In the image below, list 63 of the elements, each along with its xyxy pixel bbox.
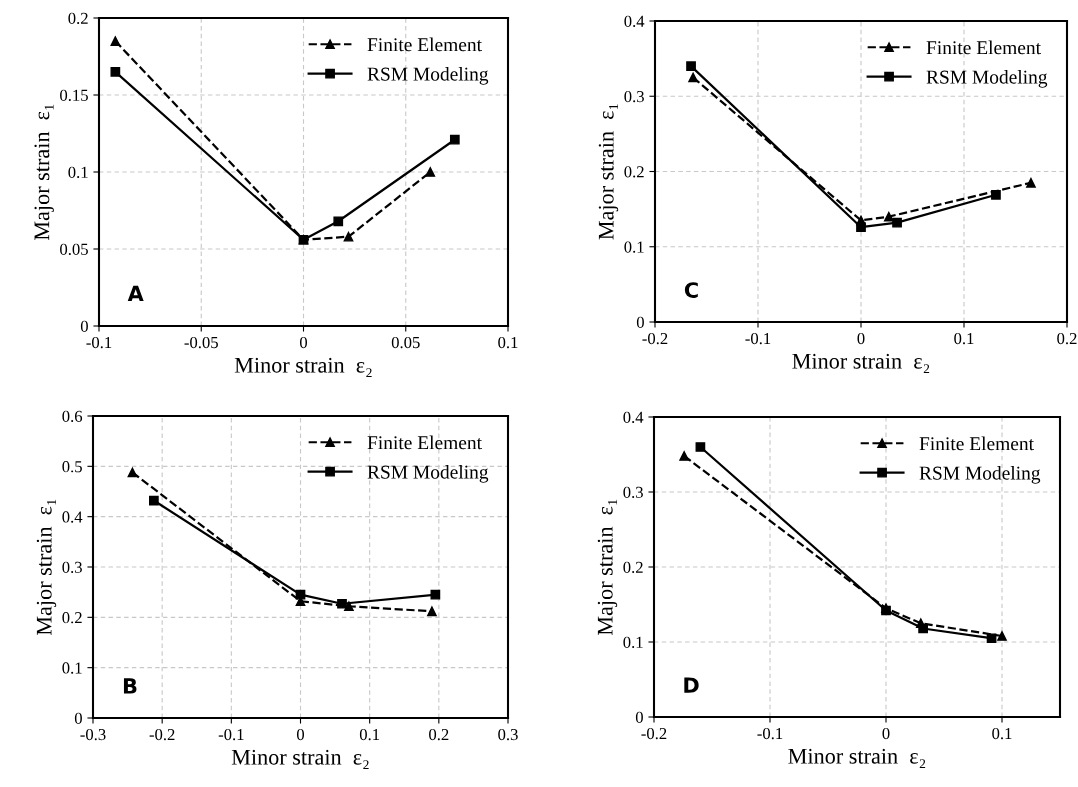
x-tick-label: -0.2 <box>641 727 667 740</box>
legend-label: Finite Element <box>919 436 1034 451</box>
y-tick-label: 0 <box>635 711 643 723</box>
legend-label: RSM Modeling <box>919 465 1041 484</box>
x-tick-label: 0.2 <box>429 728 449 741</box>
y-tick-label: 0.3 <box>623 486 643 499</box>
x-tick-label: 0.3 <box>498 728 518 741</box>
y-tick-label: 0 <box>636 316 644 328</box>
y-tick-label: 0.6 <box>62 410 83 423</box>
y-tick-label: 0.2 <box>624 166 644 178</box>
y-tick-label: 0.2 <box>62 612 82 624</box>
y-axis-title: Major strain ε₁ <box>597 499 618 636</box>
y-tick-label: 0.1 <box>623 636 643 649</box>
legend-label: RSM Modeling <box>926 69 1048 88</box>
x-tick-label: -0.05 <box>184 336 218 349</box>
x-tick-label: -0.1 <box>218 728 244 741</box>
y-tick-label: 0.3 <box>62 561 82 574</box>
y-axis-title: Major strain ε₁ <box>598 104 619 240</box>
x-tick-label: 0.2 <box>1057 332 1077 345</box>
annotation: A <box>127 285 144 301</box>
x-axis-title: Minor strain ε₂ <box>231 749 369 770</box>
annotation: C <box>684 282 698 298</box>
y-tick-label: 0.2 <box>68 12 88 25</box>
x-tick-label: -0.1 <box>757 727 783 740</box>
annotation: B <box>123 678 137 694</box>
x-tick-label: 0 <box>296 728 305 741</box>
y-tick-label: 0.15 <box>60 89 88 102</box>
y-tick-label: 0.05 <box>60 243 88 256</box>
x-tick-label: 0 <box>882 727 890 740</box>
y-tick-label: 0 <box>80 320 88 332</box>
x-tick-label: 0.1 <box>359 728 380 741</box>
x-tick-label: 0.1 <box>954 332 974 345</box>
y-tick-label: 0.3 <box>624 90 644 103</box>
x-tick-label: -0.2 <box>642 332 668 345</box>
x-tick-label: 0.05 <box>391 336 420 349</box>
legend-label: RSM Modeling <box>367 66 489 85</box>
x-tick-label: -0.1 <box>745 332 771 345</box>
y-tick-label: 0.4 <box>62 511 83 523</box>
x-axis-title: Minor strain ε₂ <box>792 353 930 374</box>
x-tick-label: 0 <box>857 332 865 345</box>
y-tick-label: 0.1 <box>624 241 644 253</box>
x-axis-title: Minor strain ε₂ <box>234 357 372 378</box>
legend-label: Finite Element <box>367 37 482 52</box>
y-tick-label: 0.5 <box>62 461 82 473</box>
x-tick-label: 0 <box>299 336 308 349</box>
x-tick-label: 0.1 <box>992 727 1012 740</box>
x-axis-title: Minor strain ε₂ <box>788 748 926 769</box>
y-tick-label: 0.4 <box>624 15 645 28</box>
y-tick-label: 0.1 <box>62 662 82 674</box>
y-axis-title: Major strain ε₁ <box>36 499 57 636</box>
x-tick-label: -0.3 <box>80 728 106 741</box>
x-tick-label: -0.2 <box>149 728 175 741</box>
annotation: D <box>684 677 699 693</box>
y-tick-label: 0 <box>74 712 82 724</box>
y-tick-label: 0.4 <box>623 411 644 424</box>
x-tick-label: 0.1 <box>498 336 518 349</box>
y-axis-title: Major strain ε₁ <box>34 104 54 241</box>
x-tick-label: -0.1 <box>86 336 112 349</box>
legend-label: Finite Element <box>926 40 1041 55</box>
y-tick-label: 0.1 <box>68 166 88 179</box>
y-tick-label: 0.2 <box>623 561 643 574</box>
legend-label: Finite Element <box>367 435 482 450</box>
legend-label: RSM Modeling <box>367 464 489 483</box>
